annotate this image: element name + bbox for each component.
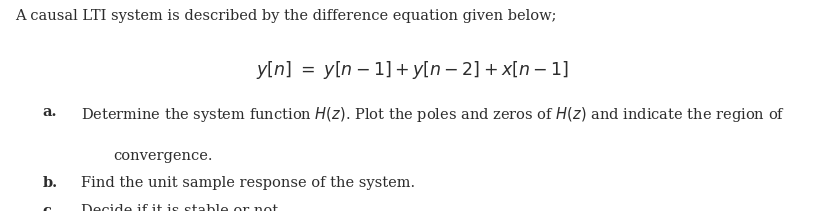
Text: a.: a. (43, 106, 58, 119)
Text: $y[n]$$\ =\ $$y[n-1] + y[n-2] + x[n-1]$: $y[n]$$\ =\ $$y[n-1] + y[n-2] + x[n-1]$ (255, 59, 569, 81)
Text: Decide if it is stable or not.: Decide if it is stable or not. (81, 204, 283, 211)
Text: convergence.: convergence. (114, 149, 213, 163)
Text: A causal LTI system is described by the difference equation given below;: A causal LTI system is described by the … (15, 9, 556, 23)
Text: c.: c. (43, 204, 57, 211)
Text: b.: b. (43, 176, 58, 190)
Text: Find the unit sample response of the system.: Find the unit sample response of the sys… (81, 176, 414, 190)
Text: Determine the system function $H(z)$. Plot the poles and zeros of $H(z)$ and ind: Determine the system function $H(z)$. Pl… (81, 106, 784, 124)
